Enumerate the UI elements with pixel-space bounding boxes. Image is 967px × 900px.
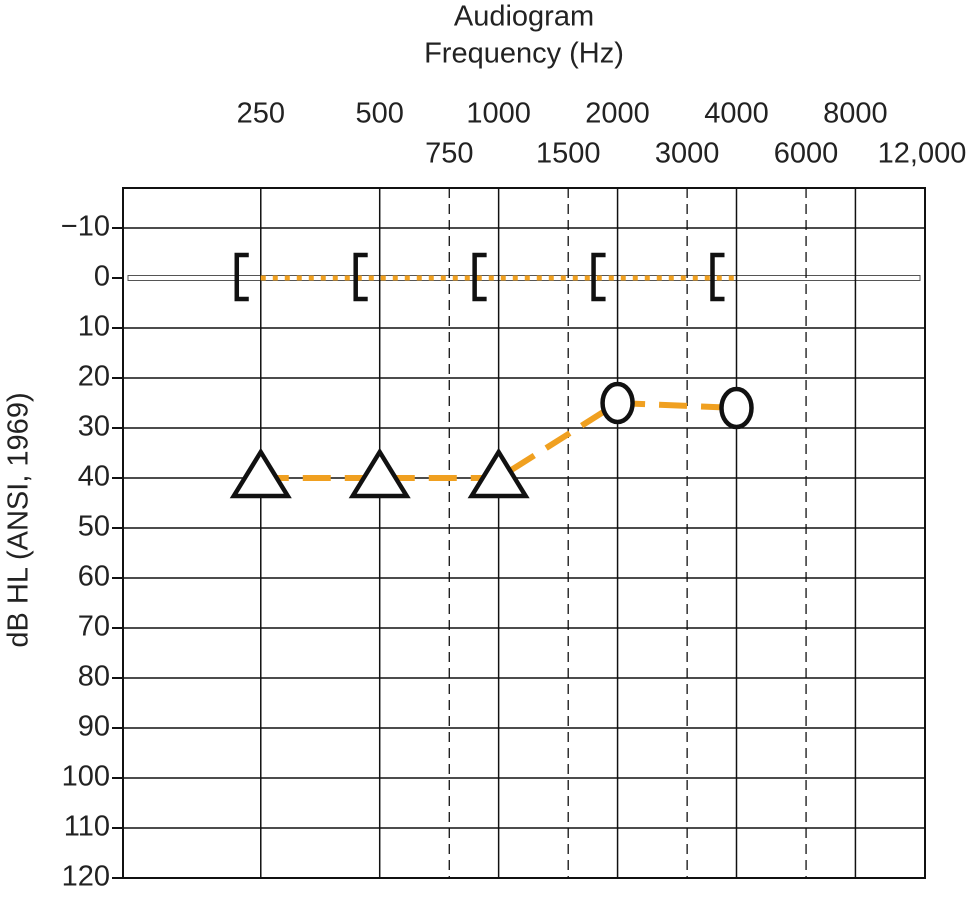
y-tick-label: 10 [78,311,110,343]
plot-frame [122,187,926,879]
bracket-marker [591,252,606,302]
circle-marker [719,386,754,430]
y-tick-label: 120 [62,861,110,893]
y-tick-label: 0 [94,261,110,293]
x-minor-tick-label: 3000 [655,138,720,170]
triangle-marker [467,447,530,499]
x-minor-tick-label: 1500 [536,138,601,170]
bracket-marker [710,252,725,302]
y-tick-label: −10 [61,211,110,243]
x-tick-label: 250 [237,98,285,130]
y-tick-label: 70 [78,611,110,643]
y-axis-label: dB HL (ANSI, 1969) [3,392,35,647]
y-tick-label: 80 [78,661,110,693]
y-tick-label: 50 [78,511,110,543]
x-axis-label: Frequency (Hz) [424,38,624,70]
y-tick-label: 30 [78,411,110,443]
bracket-marker [234,252,249,302]
x-tick-label: 1000 [466,98,531,130]
x-tick-label: 500 [356,98,404,130]
reference-line [127,275,921,281]
y-tick-label: 100 [62,761,110,793]
bracket-marker [472,252,487,302]
x-tick-label: 4000 [704,98,769,130]
y-tick-label: 20 [78,361,110,393]
x-minor-tick-label: 6000 [774,138,839,170]
y-tick-label: 90 [78,711,110,743]
bracket-marker [353,252,368,302]
triangle-marker [229,447,292,499]
circle-marker [600,381,635,425]
x-minor-tick-label: 12,000 [878,138,967,170]
y-tick-label: 110 [64,811,110,843]
x-tick-label: 8000 [823,98,888,130]
x-minor-tick-label: 750 [425,138,473,170]
y-tick-label: 60 [78,561,110,593]
chart-title: Audiogram [454,1,594,33]
x-tick-label: 2000 [585,98,650,130]
triangle-marker [348,447,411,499]
y-tick-label: 40 [78,461,110,493]
